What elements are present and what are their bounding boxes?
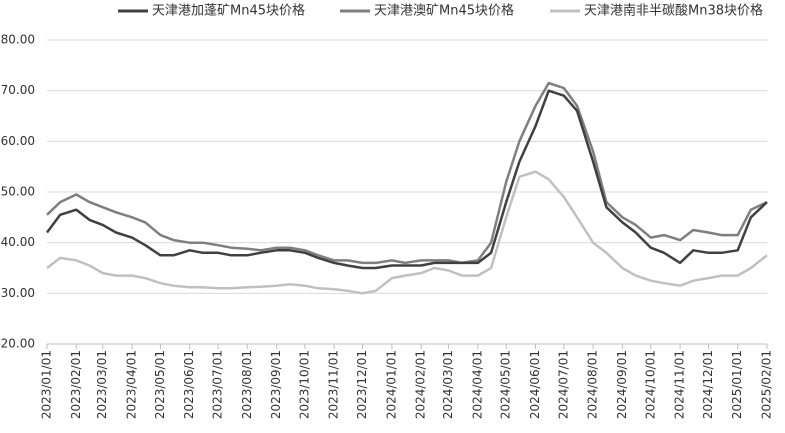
y-tick-label: 40.00 <box>1 235 35 249</box>
x-tick-label: 2023/06/01 <box>182 350 196 419</box>
x-tick-label: 2023/08/01 <box>240 350 254 419</box>
x-tick-label: 2023/09/01 <box>269 350 283 419</box>
series-line <box>45 89 768 270</box>
x-tick-label: 2023/01/01 <box>40 350 54 419</box>
legend-label: 天津港澳矿Mn45块价格 <box>374 3 514 19</box>
y-tick-label: 80.00 <box>1 33 35 47</box>
x-tick-label: 2023/10/01 <box>297 350 311 419</box>
x-tick-label: 2023/03/01 <box>95 350 109 419</box>
x-tick-label: 2024/03/01 <box>441 350 455 419</box>
y-tick-label: 50.00 <box>1 185 35 199</box>
x-tick-label: 2023/05/01 <box>153 350 167 419</box>
y-tick-label: 20.00 <box>1 337 35 351</box>
y-tick-label: 30.00 <box>1 286 35 300</box>
series-line <box>46 170 768 295</box>
y-tick-label: 60.00 <box>1 134 35 148</box>
x-tick-label: 2024/11/01 <box>673 350 687 419</box>
x-tick-label: 2024/05/01 <box>499 350 513 419</box>
x-tick-label: 2024/08/01 <box>586 350 600 419</box>
legend-label: 天津港南非半碳酸Mn38块价格 <box>584 3 763 19</box>
y-tick-label: 70.00 <box>1 83 35 97</box>
series-line <box>46 81 768 265</box>
x-tick-label: 2025/02/01 <box>760 350 774 419</box>
x-tick-label: 2024/06/01 <box>528 350 542 419</box>
x-tick-label: 2024/10/01 <box>643 350 657 419</box>
x-tick-label: 2024/09/01 <box>615 350 629 419</box>
x-tick-label: 2024/07/01 <box>556 350 570 419</box>
x-tick-label: 2024/02/01 <box>414 350 428 419</box>
x-tick-label: 2023/07/01 <box>211 350 225 419</box>
x-tick-label: 2024/04/01 <box>470 350 484 419</box>
x-tick-label: 2023/04/01 <box>125 350 139 419</box>
x-tick-label: 2024/01/01 <box>384 350 398 419</box>
x-tick-label: 2023/11/01 <box>327 350 341 419</box>
x-tick-label: 2024/12/01 <box>701 350 715 419</box>
legend-label: 天津港加蓬矿Mn45块价格 <box>152 3 305 19</box>
x-tick-label: 2025/01/01 <box>730 350 744 419</box>
x-tick-label: 2023/02/01 <box>69 350 83 419</box>
x-tick-label: 2023/12/01 <box>355 350 369 419</box>
